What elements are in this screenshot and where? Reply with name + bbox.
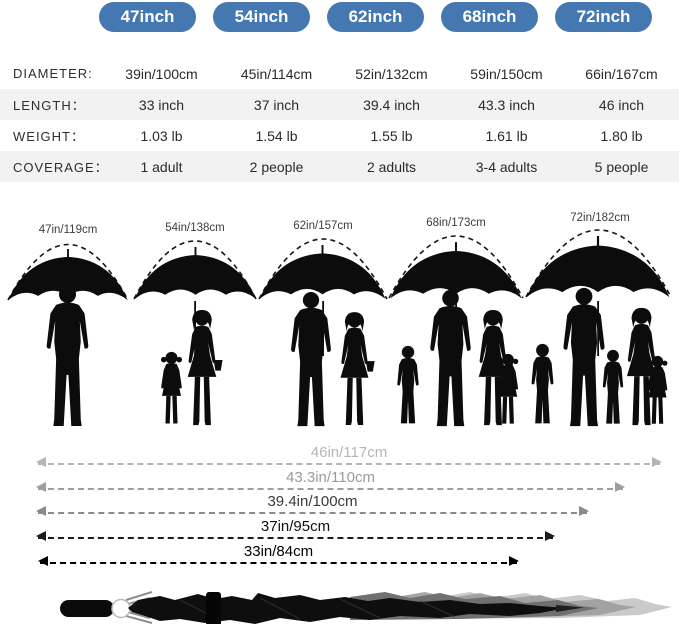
arrowhead-left-icon xyxy=(36,482,46,492)
arrowhead-right-icon xyxy=(509,556,519,566)
umbrella-fold-lines xyxy=(179,597,456,621)
cell-value: 1.03 lb xyxy=(140,127,183,144)
cell-value: 59in/150cm xyxy=(470,65,543,82)
dashed-line xyxy=(38,488,623,490)
row-label: COVERAGE： xyxy=(13,160,109,175)
length-arrow-label: 37in/95cm xyxy=(260,518,331,535)
cell-value: 37 inch xyxy=(253,96,300,113)
table-row-coverage: COVERAGE： 1 adult 2 people 2 adults 3-4 … xyxy=(0,151,679,182)
table-row-diameter: DIAMETER: 39in/100cm 45in/114cm 52in/132… xyxy=(0,58,679,89)
cell-value: 1.54 lb xyxy=(255,127,298,144)
umbrella-strap xyxy=(206,592,221,624)
length-arrow-label: 46in/117cm xyxy=(310,444,388,461)
table-row-weight: WEIGHT： 1.03 lb 1.54 lb 1.55 lb 1.61 lb … xyxy=(0,120,679,151)
cell-value: 52in/132cm xyxy=(355,65,428,82)
cell-value: 1 adult xyxy=(140,158,183,175)
size-pill-row: 47inch 54inch 62inch 68inch 72inch xyxy=(0,2,679,32)
length-arrow-46in: 46in/117cm xyxy=(36,444,662,467)
cell-value: 43.3 inch xyxy=(478,96,535,113)
umbrella-diameter-label: 54in/138cm xyxy=(165,222,224,234)
measure-arc-icon xyxy=(388,235,524,299)
umbrella-ferrule xyxy=(111,598,131,619)
arrowhead-left-icon xyxy=(36,506,46,516)
umbrella-canopy-icon xyxy=(526,236,670,298)
umbrella-diagram-72: 72in/182cm xyxy=(525,212,672,427)
man-silhouette xyxy=(291,291,331,427)
size-pill-54[interactable]: 54inch xyxy=(213,2,310,32)
length-arrow-label: 39.4in/100cm xyxy=(267,493,358,510)
arrowhead-left-icon xyxy=(36,531,46,541)
size-pill-47[interactable]: 47inch xyxy=(99,2,196,32)
cell-value: 39in/100cm xyxy=(125,65,198,82)
man-silhouette xyxy=(430,289,471,427)
umbrella-diagram-62: 62in/157cm xyxy=(258,220,388,427)
dashed-line xyxy=(38,463,660,465)
dashed-line xyxy=(40,562,517,564)
cell-value: 33 inch xyxy=(138,96,185,113)
umbrella-tip xyxy=(556,605,584,612)
cell-value: 45in/114cm xyxy=(240,65,313,82)
woman-silhouette xyxy=(340,312,375,425)
arrowhead-left-icon xyxy=(38,556,48,566)
woman-silhouette xyxy=(187,309,223,426)
cell-value: 66in/167cm xyxy=(585,65,658,82)
umbrella-canopy-icon xyxy=(390,242,522,299)
umbrella-diagram-row: 47in/119cm 54in/138cm 62in/157cm 68in/17… xyxy=(0,209,679,431)
row-label: WEIGHT： xyxy=(13,129,85,144)
row-label: DIAMETER: xyxy=(13,66,93,81)
size-pill-62[interactable]: 62inch xyxy=(327,2,424,32)
arrowhead-right-icon xyxy=(615,482,625,492)
arrowhead-right-icon xyxy=(545,531,555,541)
measure-arc-icon xyxy=(258,238,388,300)
umbrella-diagram-68: 68in/173cm xyxy=(388,217,524,427)
length-arrow-39in: 39.4in/100cm xyxy=(36,493,589,516)
measure-arc-icon xyxy=(7,243,129,301)
umbrella-handle xyxy=(60,600,114,617)
cell-value: 1.80 lb xyxy=(600,127,643,144)
dashed-line xyxy=(38,537,553,539)
arrowhead-left-icon xyxy=(36,457,46,467)
man-silhouette xyxy=(46,285,89,427)
dashed-line xyxy=(38,512,587,514)
row-label: LENGTH： xyxy=(13,98,86,113)
size-pill-72[interactable]: 72inch xyxy=(555,2,652,32)
umbrella-diameter-label: 68in/173cm xyxy=(426,217,485,229)
measure-arc-icon xyxy=(525,229,672,298)
girl-silhouette xyxy=(160,351,183,424)
length-arrow-37in: 37in/95cm xyxy=(36,518,555,541)
cell-value: 1.61 lb xyxy=(485,127,528,144)
cell-value: 46 inch xyxy=(598,96,645,113)
umbrella-diameter-label: 72in/182cm xyxy=(570,212,629,224)
umbrella-diameter-label: 47in/119cm xyxy=(39,224,98,236)
cell-value: 1.55 lb xyxy=(370,127,413,144)
umbrella-diagram-54: 54in/138cm xyxy=(133,222,257,426)
length-arrow-label: 33in/84cm xyxy=(243,543,314,560)
size-pill-68[interactable]: 68inch xyxy=(441,2,538,32)
boy-silhouette xyxy=(397,345,419,424)
length-arrow-label: 43.3in/110cm xyxy=(286,469,375,486)
arrowhead-right-icon xyxy=(579,506,589,516)
boy-silhouette xyxy=(602,349,624,424)
length-arrow-section: 46in/117cm 43.3in/110cm 39.4in/100cm 37i… xyxy=(0,441,679,585)
boy-silhouette xyxy=(531,343,554,424)
cell-value: 3-4 adults xyxy=(475,158,538,175)
cell-value: 5 people xyxy=(594,158,649,175)
umbrella-pole xyxy=(322,301,324,356)
umbrella-folded-body xyxy=(128,593,566,624)
length-arrow-33in: 33in/84cm xyxy=(38,543,519,566)
umbrella-diagram-47: 47in/119cm xyxy=(7,224,129,427)
umbrella-diameter-label: 62in/157cm xyxy=(293,220,352,232)
cell-value: 39.4 inch xyxy=(363,96,420,113)
cell-value: 2 adults xyxy=(366,158,417,175)
cell-value: 2 people xyxy=(249,158,304,175)
closed-umbrella-image xyxy=(60,591,672,624)
spec-table: DIAMETER: 39in/100cm 45in/114cm 52in/132… xyxy=(0,58,679,182)
arrowhead-right-icon xyxy=(652,457,662,467)
umbrella-canopy-icon xyxy=(259,245,386,299)
length-arrow-43in: 43.3in/110cm xyxy=(36,469,625,492)
table-row-length: LENGTH： 33 inch 37 inch 39.4 inch 43.3 i… xyxy=(0,89,679,120)
measure-arc-icon xyxy=(133,240,257,300)
umbrella-canopy-icon xyxy=(134,247,257,300)
